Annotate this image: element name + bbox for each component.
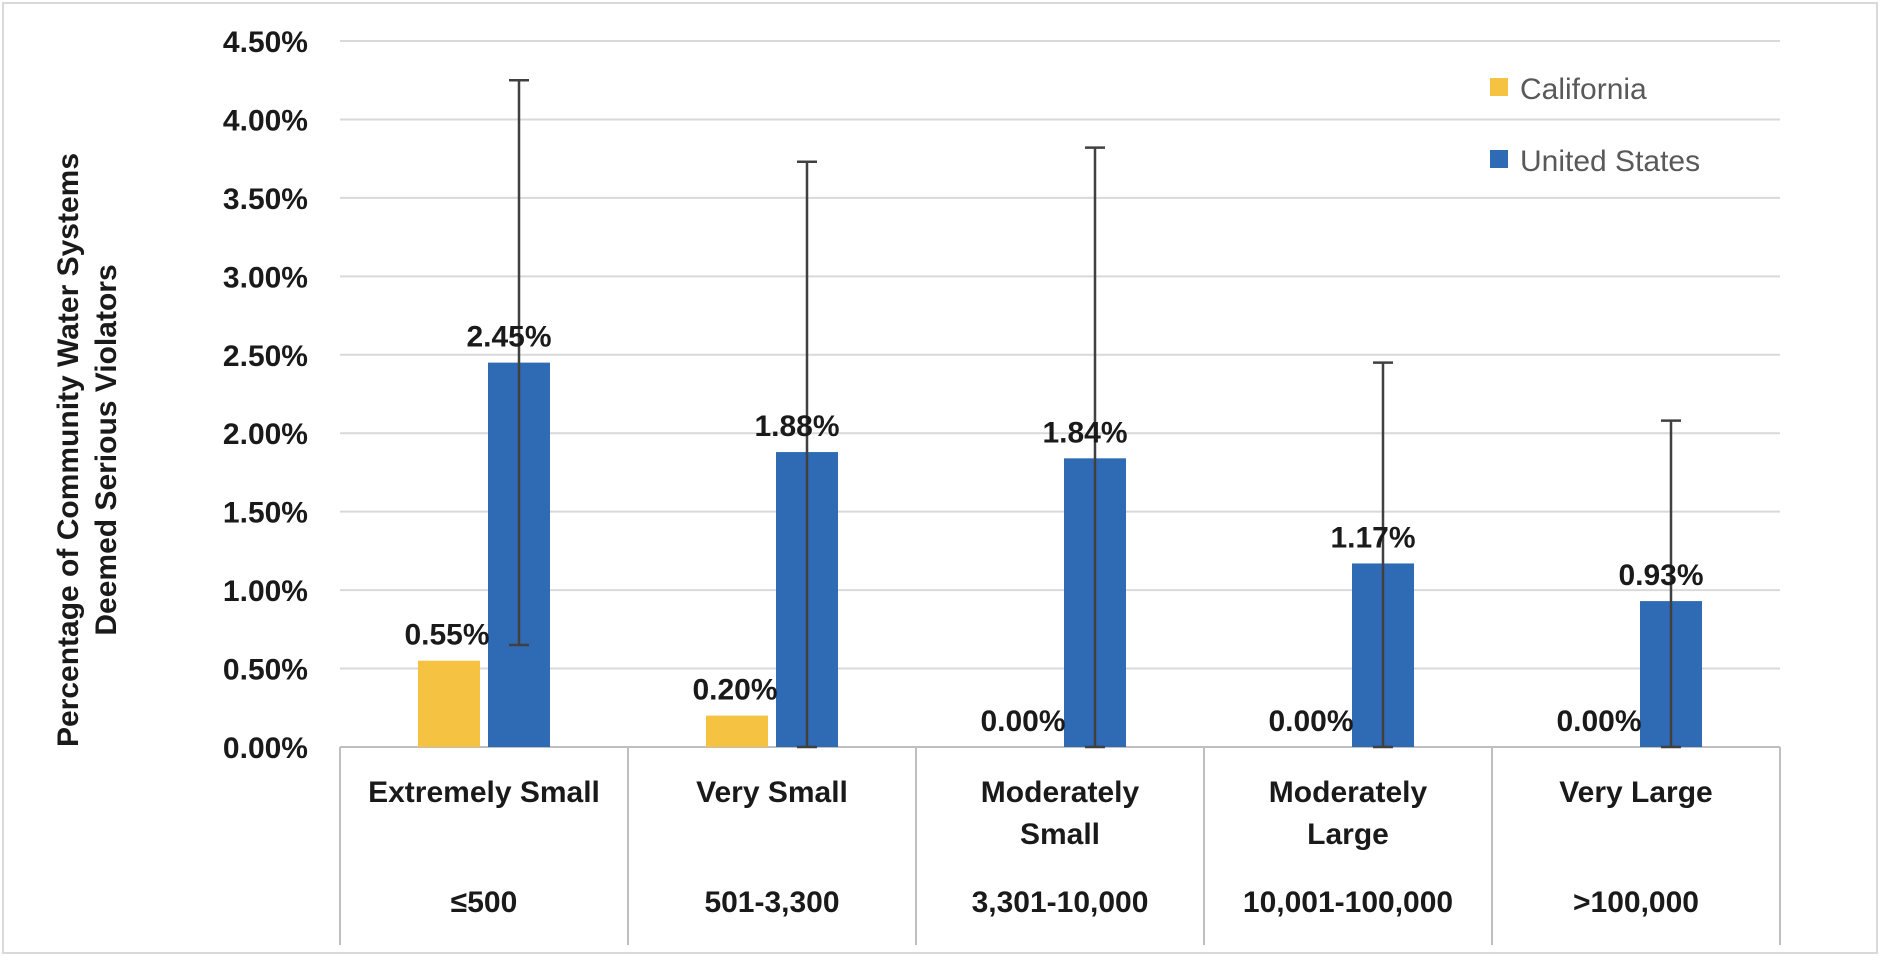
bar-california	[418, 660, 480, 747]
category-size-label: 10,001-100,000	[1243, 886, 1453, 919]
category-label: Moderately	[981, 776, 1140, 809]
category-label: Moderately	[1269, 776, 1428, 809]
category-size-label: ≤500	[451, 886, 518, 919]
category-size-label: 3,301-10,000	[972, 886, 1149, 919]
y-tick-label: 2.00%	[223, 418, 308, 451]
data-label-united-states: 1.88%	[754, 410, 839, 443]
bar-california	[706, 715, 768, 747]
y-tick-label: 2.50%	[223, 340, 308, 373]
legend-label-california: California	[1520, 73, 1647, 106]
legend-swatch-united-states	[1490, 150, 1508, 168]
y-tick-label: 3.50%	[223, 183, 308, 216]
data-label-california: 0.20%	[692, 674, 777, 707]
data-label-california: 0.00%	[1556, 705, 1641, 738]
data-label-california: 0.00%	[1268, 705, 1353, 738]
data-label-california: 0.55%	[404, 619, 489, 652]
category-size-label: 501-3,300	[704, 886, 839, 919]
category-label: Very Large	[1559, 776, 1712, 809]
y-tick-label: 4.00%	[223, 104, 308, 137]
category-label: Large	[1307, 818, 1389, 851]
y-tick-label: 1.50%	[223, 497, 308, 530]
category-label: Small	[1020, 818, 1100, 851]
y-tick-label: 1.00%	[223, 575, 308, 608]
data-label-united-states: 1.84%	[1042, 416, 1127, 449]
y-tick-label: 4.50%	[223, 26, 308, 59]
legend-swatch-california	[1490, 78, 1508, 96]
y-tick-label: 0.50%	[223, 654, 308, 687]
category-size-label: >100,000	[1573, 886, 1699, 919]
legend-label-united-states: United States	[1520, 145, 1700, 178]
category-label: Extremely Small	[368, 776, 600, 809]
data-label-united-states: 2.45%	[466, 321, 551, 354]
data-label-california: 0.00%	[980, 705, 1065, 738]
category-label: Very Small	[696, 776, 848, 809]
y-tick-label: 0.00%	[223, 732, 308, 765]
y-tick-label: 3.00%	[223, 261, 308, 294]
data-label-united-states: 0.93%	[1618, 559, 1703, 592]
data-label-united-states: 1.17%	[1330, 521, 1415, 554]
